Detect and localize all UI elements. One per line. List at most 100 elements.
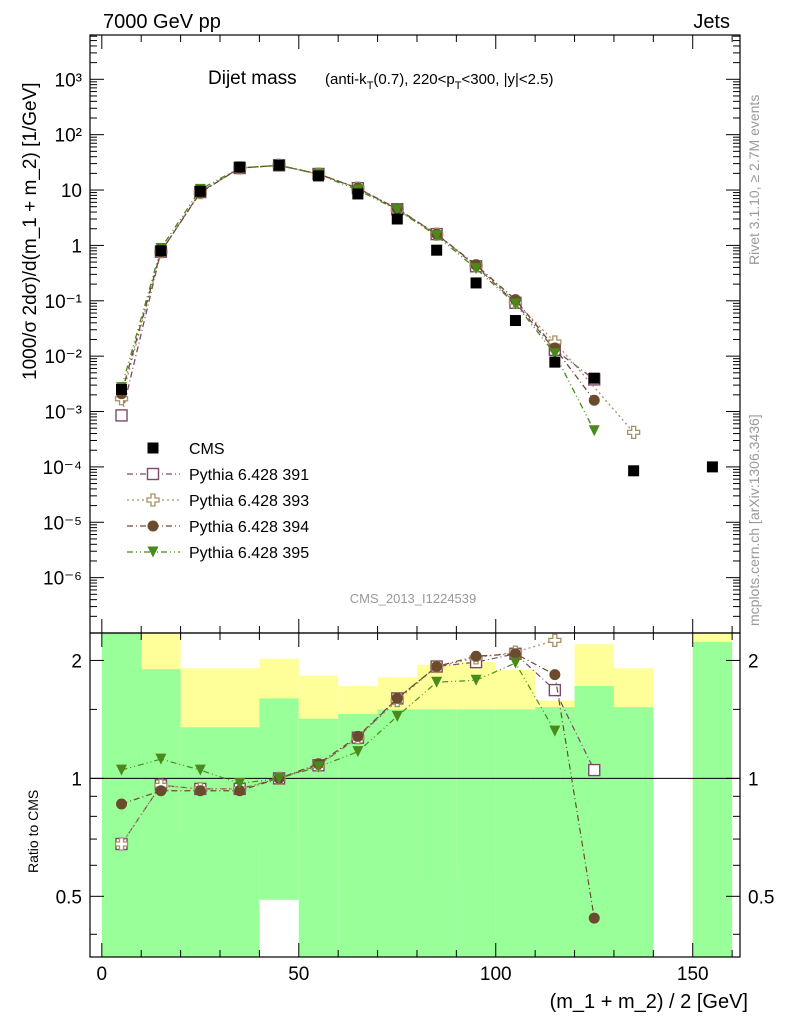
ratio-point (470, 650, 482, 662)
side-label-rivet: Rivet 3.1.10, ≥ 2.7M events (746, 95, 762, 265)
x-tick-label: 0 (97, 964, 108, 985)
ratio-point (155, 785, 167, 797)
legend-entry: Pythia 6.428 391 (127, 467, 309, 484)
band-green (495, 709, 536, 957)
header-right: Jets (693, 11, 730, 33)
ratio-point (509, 648, 521, 660)
data-point (549, 348, 561, 360)
ratio-point (549, 669, 561, 681)
ratio-point (548, 683, 562, 697)
y-tick-label-main: 1 (71, 236, 82, 257)
data-point (312, 170, 324, 182)
y-tick-label-main: 10 (61, 181, 82, 202)
band-green (259, 698, 299, 900)
band-green (456, 709, 496, 957)
y-tick-label-main: 10⁻³ (45, 403, 83, 424)
main-frame (89, 34, 741, 634)
legend-entry: Pythia 6.428 394 (127, 519, 309, 536)
legend-marker (146, 493, 160, 507)
band-green (220, 727, 260, 957)
plot-title-sub: (anti-kT(0.7), 220<pT<300, |y|<2.5) (325, 71, 554, 92)
plot-title-main: Dijet mass (208, 68, 297, 89)
y-tick-label-main: 10⁻¹ (45, 292, 83, 313)
series-line (120, 164, 595, 432)
band-green (298, 718, 339, 957)
data-point (549, 356, 561, 368)
ratio-point (194, 785, 206, 797)
data-point (626, 425, 641, 440)
main-panel-marks (114, 158, 718, 477)
y-axis-label-ratio: Ratio to CMS (25, 790, 41, 873)
ratio-point (549, 725, 561, 737)
legend-label: Pythia 6.428 394 (189, 519, 309, 536)
title-sub-b: (0.7), 220<p (373, 71, 454, 88)
ratio-point (352, 746, 364, 758)
band-green (141, 669, 181, 957)
y-tick-label-ratio-right: 1 (748, 769, 759, 790)
legend-marker (147, 520, 159, 532)
ratio-point (431, 661, 443, 673)
y-tick-label-main: 10³ (55, 70, 82, 91)
title-sub-sub2: T (455, 80, 462, 92)
ratio-point (588, 763, 601, 777)
band-green (613, 707, 654, 957)
data-point (391, 204, 403, 216)
ratio-point (352, 730, 364, 742)
x-tick-label: 50 (288, 964, 309, 985)
y-tick-label-main: 10⁻⁵ (43, 513, 82, 534)
ratio-point (114, 837, 129, 851)
legend-label: Pythia 6.428 395 (189, 545, 309, 562)
band-green (416, 709, 457, 957)
tick-labels: 0 50 100 150 10⁻⁶ 10⁻⁵ 10⁻⁴ 10⁻³ 10⁻² 10⁻¹ 1 10 10² 1… (43, 70, 775, 985)
legend-label: CMS (189, 441, 225, 458)
y-tick-label-main: 10⁻⁴ (43, 458, 82, 479)
band-green (535, 707, 575, 957)
data-point (155, 245, 167, 257)
analysis-id: CMS_2013_I1224539 (350, 591, 477, 606)
ratio-frame (89, 632, 741, 958)
x-tick-label: 150 (677, 964, 709, 985)
ratio-point (548, 633, 562, 648)
legend-marker (147, 442, 159, 454)
y-axis-label-main: 1000/σ 2dσ)/d(m_1 + m_2) [1/GeV] (20, 82, 41, 380)
x-tick-label: 100 (480, 964, 512, 985)
side-label-mcplots: mcplots.cern.ch [arXiv:1306.3436] (746, 414, 762, 626)
band-green (101, 633, 142, 957)
title-sub-c: <300, |y|<2.5) (461, 71, 553, 88)
y-tick-label-main: 10⁻² (45, 347, 83, 368)
ratio-point (391, 710, 403, 722)
ratio-point (155, 753, 167, 765)
ratio-point (116, 764, 128, 776)
y-tick-label-ratio: 2 (71, 651, 82, 672)
legend-entry: Pythia 6.428 395 (127, 545, 309, 562)
data-point (588, 394, 600, 406)
header-left: 7000 GeV pp (103, 11, 221, 33)
data-point (391, 213, 403, 225)
data-point (509, 298, 521, 310)
data-point (194, 185, 206, 197)
legend-entry: Pythia 6.428 393 (127, 493, 309, 510)
ratio-panel-marks (114, 633, 601, 924)
data-point (234, 161, 246, 173)
data-point (352, 188, 364, 200)
ratio-pythia-6-428-395 (116, 657, 561, 790)
legend-label: Pythia 6.428 391 (189, 467, 309, 484)
uncertainty-bands (101, 633, 733, 957)
data-point (115, 409, 128, 422)
title-sub-a: (anti-k (325, 71, 367, 88)
band-green (180, 727, 220, 957)
series-cms (116, 159, 718, 477)
title-sub-sub1: T (367, 80, 374, 92)
ratio-point (509, 657, 521, 669)
ratio-line (121, 639, 556, 845)
axes-frames (89, 34, 741, 958)
data-point (509, 315, 521, 327)
legend-entry: CMS (147, 441, 225, 458)
band-green (377, 709, 417, 957)
ratio-point (470, 674, 482, 686)
data-point (628, 465, 640, 477)
x-axis-label: (m_1 + m_2) / 2 [GeV] (550, 991, 748, 1013)
y-tick-label-ratio: 1 (71, 769, 82, 790)
y-tick-label-ratio-right: 0.5 (748, 887, 774, 908)
